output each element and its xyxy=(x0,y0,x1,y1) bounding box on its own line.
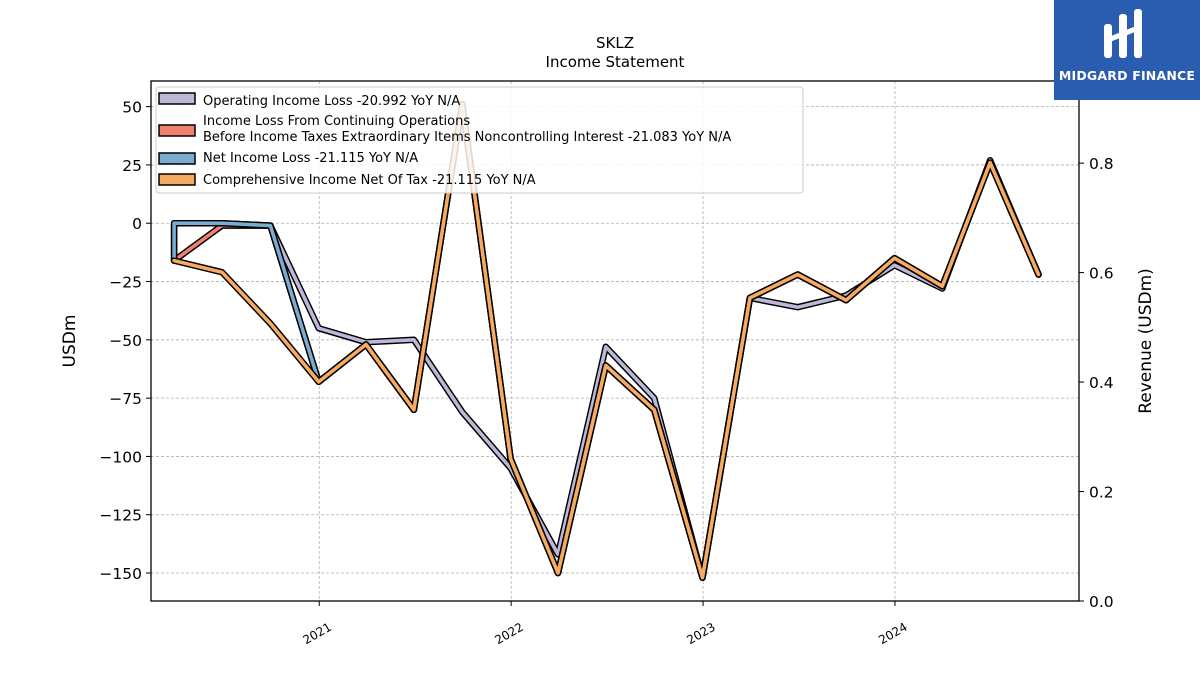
y-tick-label: −25 xyxy=(109,274,142,292)
legend: Operating Income Loss -20.992 YoY N/A Inc… xyxy=(155,86,804,194)
y-tick-label: −125 xyxy=(99,507,142,525)
legend-box xyxy=(155,86,804,194)
series-line-4 xyxy=(172,102,1041,580)
midgard-logo-icon xyxy=(1104,9,1142,58)
legend-label-3: Net Income Loss -21.115 YoY N/A xyxy=(203,151,418,166)
series-group xyxy=(170,101,1042,581)
y-tick-label: −50 xyxy=(109,332,142,350)
legend-label-4: Comprehensive Income Net Of Tax -21.115 … xyxy=(203,173,536,188)
legend-swatch-3 xyxy=(158,152,196,165)
brand-logo: MIDGARD FINANCE xyxy=(1054,0,1200,100)
legend-label-2: Before Income Taxes Extraordinary Items … xyxy=(203,130,731,145)
legend-swatch-1 xyxy=(158,92,196,105)
y-tick-label: 25 xyxy=(122,157,142,175)
y-axis-label-right: Revenue (USDm) xyxy=(1136,268,1156,414)
y-right-tick-label: 0.6 xyxy=(1089,265,1114,283)
y-right-tick-label: 0.0 xyxy=(1089,593,1114,611)
x-tick-label: 2024 xyxy=(876,620,909,647)
y-right-tick-label: 0.4 xyxy=(1089,374,1114,392)
y-tick-label: 0 xyxy=(132,215,142,233)
legend-label-1: Operating Income Loss -20.992 YoY N/A xyxy=(203,94,460,109)
chart-subtitle: Income Statement xyxy=(546,53,685,71)
series-lines xyxy=(170,101,1042,581)
chart-title: SKLZ xyxy=(596,34,634,52)
x-tick-label: 2022 xyxy=(492,620,525,647)
y-tick-label: 50 xyxy=(122,99,142,117)
x-tick-label: 2023 xyxy=(684,620,717,647)
brand-name: MIDGARD FINANCE xyxy=(1058,68,1196,83)
x-tick-label: 2021 xyxy=(301,620,334,647)
legend-label-2: Income Loss From Continuing Operations xyxy=(203,114,470,129)
legend-swatch-4 xyxy=(158,173,196,186)
y-tick-label: −100 xyxy=(99,448,142,466)
y-tick-label: −150 xyxy=(99,565,142,583)
y-right-tick-label: 0.2 xyxy=(1089,484,1114,502)
y-right-tick-label: 0.8 xyxy=(1089,155,1114,173)
y-axis-label: USDm xyxy=(60,315,80,368)
y-tick-label: −75 xyxy=(109,390,142,408)
legend-swatch-2 xyxy=(158,124,196,137)
plot-frame xyxy=(150,80,1080,602)
